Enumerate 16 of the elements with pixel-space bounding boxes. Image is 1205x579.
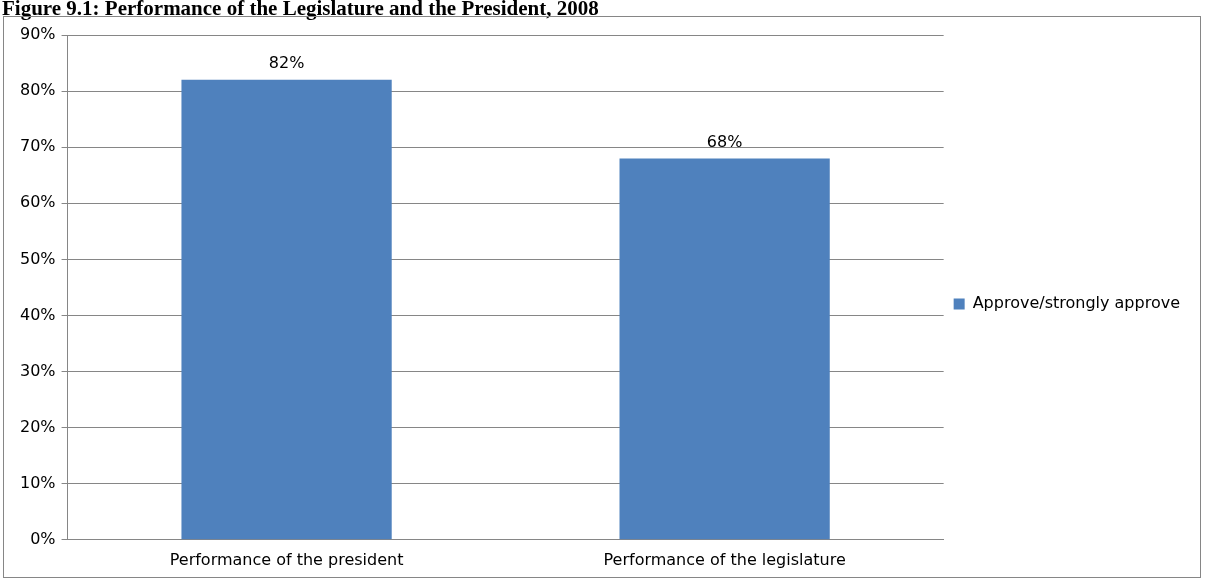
y-tick-label: 70% xyxy=(20,136,56,156)
y-tick-label: 10% xyxy=(20,472,56,492)
x-tick-label: Performance of the president xyxy=(169,549,404,569)
y-tick-label: 30% xyxy=(20,360,56,380)
x-tick-label: Performance of the legislature xyxy=(603,549,846,569)
data-label: 82% xyxy=(268,53,305,73)
legend-label: Approve/strongly approve xyxy=(972,293,1180,313)
chart-title: Figure 9.1: Performance of the Legislature and the President, 2008 xyxy=(2,0,599,21)
data-label: 68% xyxy=(706,131,743,151)
y-tick-label: 90% xyxy=(20,24,56,44)
y-tick-label: 50% xyxy=(20,248,56,268)
y-tick-label: 60% xyxy=(20,192,56,212)
y-tick-label: 80% xyxy=(20,80,56,100)
y-tick-label: 0% xyxy=(30,528,56,548)
y-tick-label: 40% xyxy=(20,304,56,324)
y-tick-label: 20% xyxy=(20,416,56,436)
